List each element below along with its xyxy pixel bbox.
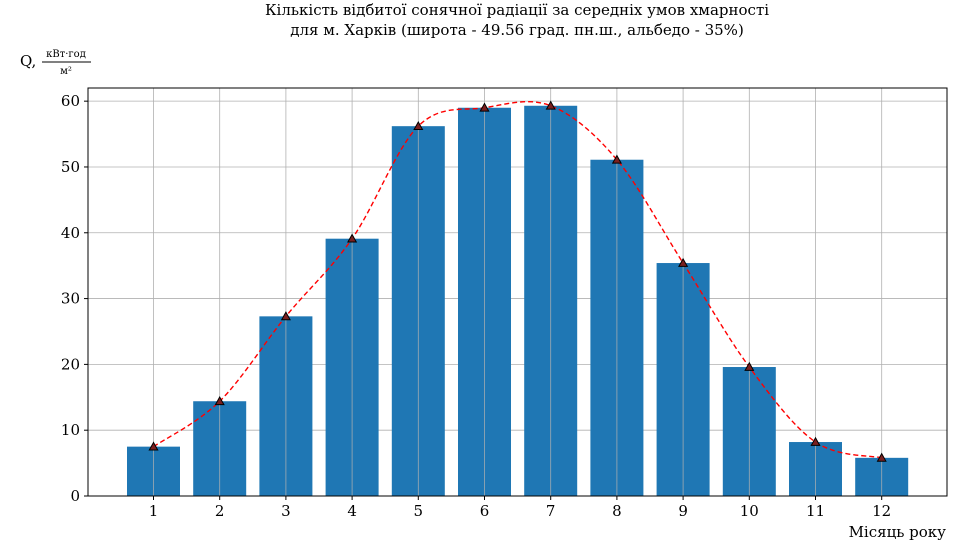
x-tick-label-8: 8 — [612, 502, 622, 520]
y-tick-label-40: 40 — [61, 224, 80, 242]
y-axis-unit-numerator: кВт·год — [46, 49, 86, 60]
y-tick-label-10: 10 — [61, 421, 80, 439]
trend-marker-6 — [479, 102, 490, 112]
y-tick-label-30: 30 — [61, 290, 80, 308]
x-tick-label-10: 10 — [740, 502, 759, 520]
y-tick-label-0: 0 — [70, 487, 80, 505]
y-axis-label-prefix: Q, — [20, 52, 36, 70]
x-tick-label-4: 4 — [347, 502, 357, 520]
x-tick-label-1: 1 — [149, 502, 159, 520]
trend-marker-10 — [744, 361, 755, 371]
x-tick-label-9: 9 — [678, 502, 688, 520]
trend-marker-11 — [810, 436, 821, 446]
trend-marker-9 — [678, 257, 689, 267]
x-tick-label-12: 12 — [872, 502, 891, 520]
plot-frame — [87, 87, 948, 497]
y-tick-label-50: 50 — [61, 158, 80, 176]
x-tick-label-11: 11 — [806, 502, 825, 520]
trend-marker-5 — [413, 120, 424, 131]
trend-marker-12 — [876, 452, 887, 462]
x-tick-labels: 1 2 3 4 5 6 7 8 9 10 11 12 — [149, 496, 891, 520]
trend-marker-7 — [545, 100, 556, 110]
trend-marker-4 — [347, 233, 358, 243]
axes-frame — [87, 87, 948, 497]
x-tick-label-5: 5 — [414, 502, 424, 520]
bars — [127, 105, 909, 497]
y-tick-label-60: 60 — [61, 92, 80, 110]
y-axis-label: Q, кВт·год м² — [20, 49, 91, 77]
trend-marker-1 — [148, 441, 159, 451]
x-tick-label-6: 6 — [480, 502, 490, 520]
trend-marker-2 — [214, 396, 225, 406]
x-axis-label: Місяць року — [849, 523, 947, 541]
y-tick-label-20: 20 — [61, 355, 80, 373]
chart-title-line-1: Кількість відбитої сонячної радіації за … — [265, 1, 769, 19]
trend-markers — [148, 100, 887, 462]
y-axis-unit-denominator: м² — [60, 66, 72, 77]
trend-marker-3 — [280, 311, 291, 321]
x-tick-label-7: 7 — [546, 502, 556, 520]
x-tick-label-3: 3 — [281, 502, 291, 520]
x-tick-label-2: 2 — [215, 502, 225, 520]
chart-title-line-2: для м. Харків (широта - 49.56 град. пн.ш… — [290, 21, 744, 39]
y-tick-labels: 0 10 20 30 40 50 60 — [61, 92, 88, 505]
trend-marker-8 — [611, 154, 622, 164]
